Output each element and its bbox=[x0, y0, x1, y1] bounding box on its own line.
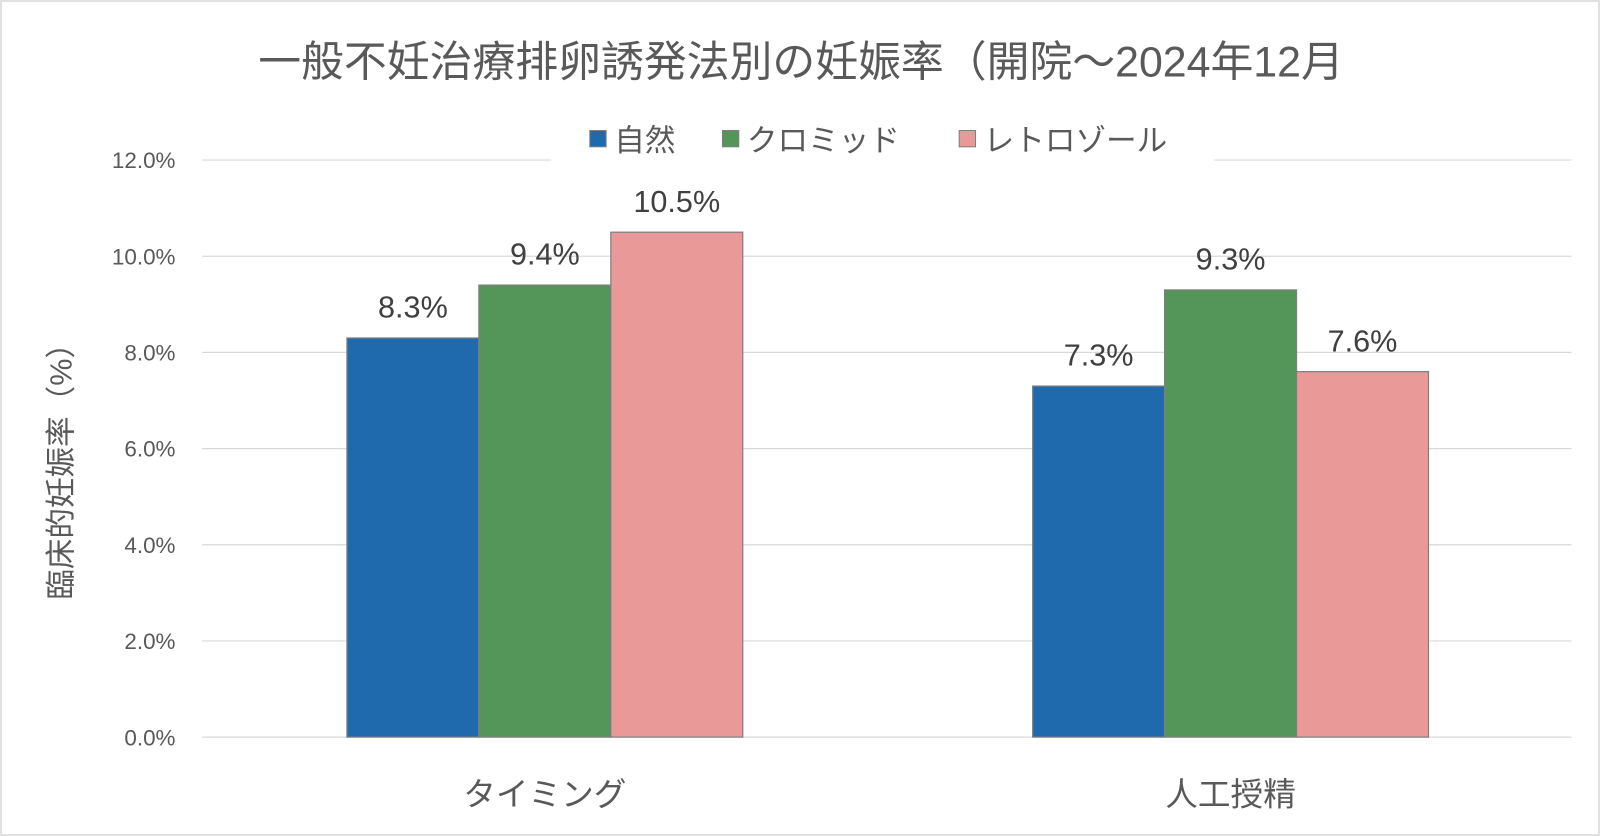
data-label: 8.3% bbox=[378, 291, 448, 325]
legend-swatch bbox=[589, 129, 607, 148]
category-label: タイミング bbox=[463, 775, 626, 812]
legend-swatch bbox=[721, 129, 740, 148]
chart-title: 一般不妊治療排卵誘発法別の妊娠率（開院～2024年12月 bbox=[258, 38, 1344, 86]
legend-swatch bbox=[958, 129, 977, 148]
bar-0-2 bbox=[610, 231, 744, 738]
y-axis-label: 臨床的妊娠率（%） bbox=[44, 328, 78, 600]
y-tick-label: 4.0% bbox=[124, 533, 175, 558]
bar-1-0 bbox=[1032, 385, 1166, 738]
y-tick-label: 12.0% bbox=[112, 148, 176, 173]
y-tick-label: 8.0% bbox=[124, 341, 175, 366]
legend-background bbox=[551, 117, 1215, 169]
y-tick-label: 2.0% bbox=[124, 629, 175, 654]
data-label: 7.3% bbox=[1064, 339, 1134, 373]
data-label: 7.6% bbox=[1328, 324, 1398, 358]
category-label: 人工授精 bbox=[1165, 775, 1296, 812]
legend-label: 自然 bbox=[614, 124, 675, 158]
legend-label: クロミッド bbox=[747, 124, 900, 158]
bar-1-1 bbox=[1163, 289, 1298, 738]
bars: 8.3% 9.4% 10.5% 7.3% 9.3% 7.6% bbox=[346, 185, 1430, 738]
data-label: 10.5% bbox=[633, 185, 720, 219]
y-tick-label: 6.0% bbox=[124, 437, 175, 462]
bar-1-2 bbox=[1295, 371, 1430, 738]
legend-label: レトロゾール bbox=[984, 124, 1168, 158]
legend: 自然 クロミッド レトロゾール bbox=[589, 124, 1168, 158]
data-label: 9.3% bbox=[1196, 243, 1266, 277]
bar-0-1 bbox=[478, 284, 612, 738]
y-tick-label: 10.0% bbox=[112, 244, 176, 269]
data-label: 9.4% bbox=[510, 238, 580, 272]
bar-0-0 bbox=[346, 337, 480, 738]
x-axis-categories: タイミング 人工授精 bbox=[463, 775, 1296, 812]
y-axis-ticks: 0.0% 2.0% 4.0% 6.0% 8.0% 10.0% 12.0% bbox=[112, 148, 176, 750]
y-tick-label: 0.0% bbox=[124, 725, 175, 750]
